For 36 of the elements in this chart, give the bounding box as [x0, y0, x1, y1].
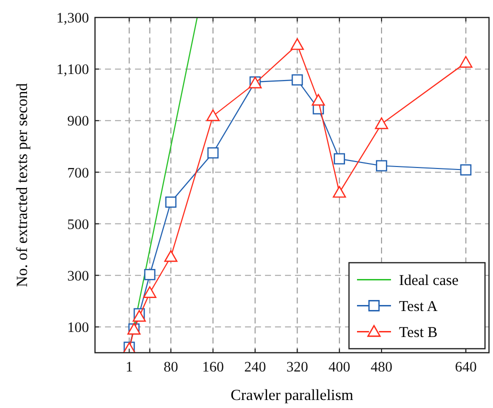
y-tick-label: 1,300 [56, 10, 89, 27]
x-axis-title: Crawler parallelism [230, 387, 354, 404]
point [144, 268, 156, 280]
point [312, 94, 325, 106]
legend-label: Test B [399, 324, 438, 341]
x-tick-label: 320 [286, 360, 308, 376]
legend-label: Test A [399, 298, 438, 315]
point [334, 153, 346, 164]
point [459, 56, 472, 68]
point [164, 250, 178, 262]
y-tick-label: 700 [67, 165, 89, 182]
legend-label: Ideal case [399, 272, 459, 289]
point [207, 147, 219, 158]
point [374, 117, 388, 130]
x-tick-label: 80 [164, 360, 178, 376]
point [332, 186, 346, 198]
x-tick-label: 1 [126, 360, 133, 376]
point [143, 286, 156, 298]
y-tick-label: 1,100 [56, 62, 89, 78]
y-tick-label: 900 [67, 114, 89, 130]
point [460, 164, 472, 176]
y-tick-label: 100 [67, 320, 89, 336]
x-tick-label: 240 [244, 360, 266, 376]
point [132, 310, 146, 322]
y-axis-title: No. of extracted texts per second [14, 82, 31, 288]
y-tick-label: 300 [67, 268, 89, 284]
y-tick-label: 500 [67, 216, 89, 233]
x-tick-label: 640 [454, 360, 477, 376]
point [206, 109, 220, 122]
x-tick-label: 480 [370, 360, 392, 376]
x-tick-label: 160 [202, 360, 224, 376]
x-tick-label: 400 [328, 360, 350, 376]
point [376, 160, 388, 172]
point [290, 38, 304, 50]
point [292, 74, 303, 86]
point [165, 196, 176, 208]
